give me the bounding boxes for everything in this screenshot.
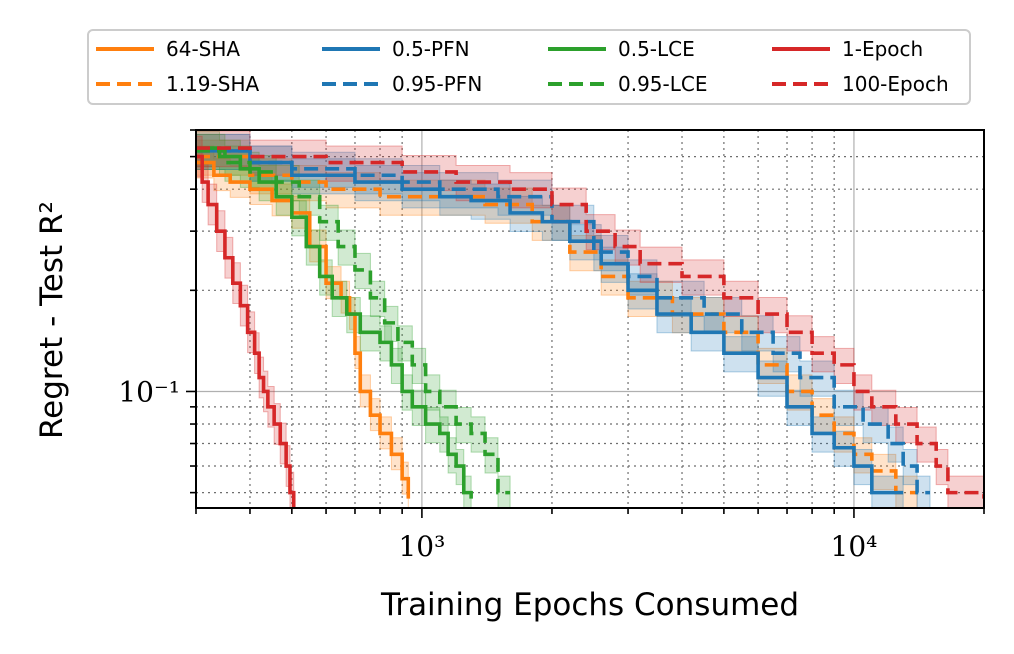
axes-frame: [195, 129, 985, 509]
legend-label-1-epoch: 1-Epoch: [842, 37, 923, 61]
legend-label-1-19-sha: 1.19-SHA: [166, 72, 259, 96]
ticks: 10³ 10⁴ 10⁻¹: [118, 129, 985, 563]
band-100-epoch: [196, 131, 984, 508]
series-line-1-epoch: [196, 154, 296, 508]
legend: 64-SHA 1.19-SHA 0.5-PFN 0.95-PFN 0.5-LCE 0.95…: [87, 29, 971, 105]
band-1-epoch: [196, 135, 295, 508]
x-tick-label: 10³: [398, 530, 445, 563]
series-line-0-95-lce: [196, 149, 511, 495]
series-line-0-5-pfn: [196, 149, 904, 495]
confidence-bands: [196, 131, 984, 508]
legend-label-0-5-pfn: 0.5-PFN: [392, 37, 470, 61]
x-tick-label: 10⁴: [831, 530, 878, 563]
x-axis-label: Training Epochs Consumed: [380, 587, 799, 623]
series-line-0-5-lce: [196, 146, 473, 499]
legend-label-64-sha: 64-SHA: [166, 37, 240, 61]
series-lines: [196, 146, 984, 508]
legend-label-0-5-lce: 0.5-LCE: [618, 37, 695, 61]
y-axis-label: Regret - Test R²: [34, 201, 70, 439]
legend-label-100-epoch: 100-Epoch: [842, 72, 949, 96]
y-tick-label: 10⁻¹: [118, 375, 180, 408]
legend-label-0-95-lce: 0.95-LCE: [618, 72, 708, 96]
series-line-0-95-pfn: [196, 149, 931, 495]
series-line-1-19-sha: [196, 154, 918, 495]
legend-label-0-95-pfn: 0.95-PFN: [392, 72, 482, 96]
series-line-100-epoch: [196, 146, 984, 499]
legend-box: [87, 29, 971, 105]
